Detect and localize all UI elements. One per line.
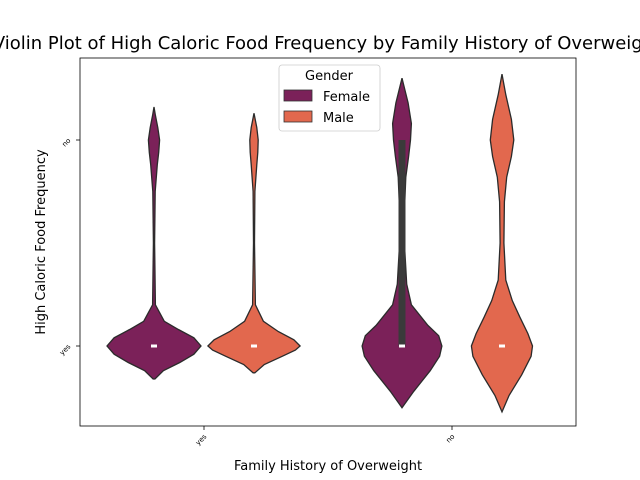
median-marker-male-no — [499, 344, 505, 348]
y-tick-label: no — [61, 137, 73, 149]
y-axis-label: High Caloric Food Frequency — [34, 149, 49, 335]
legend-label-female: Female — [323, 90, 370, 105]
x-axis-label: Family History of Overweight — [234, 459, 422, 474]
legend-swatch-female — [283, 89, 313, 102]
x-tick-label: yes — [194, 433, 208, 447]
plot-area-frame — [79, 57, 577, 427]
violins-layer — [106, 73, 534, 414]
median-marker-male-yes — [251, 344, 257, 348]
x-axis: yes no — [194, 426, 456, 447]
median-marker-female-no — [399, 344, 405, 348]
legend-title: Gender — [305, 69, 354, 84]
violin-female-yes — [106, 106, 202, 380]
x-tick-label: no — [445, 433, 457, 445]
legend-label-male: Male — [323, 111, 354, 126]
chart-title: Violin Plot of High Caloric Food Frequen… — [0, 33, 640, 54]
iqr-box-female-no — [398, 140, 406, 346]
median-marker-female-yes — [151, 344, 157, 348]
violin-male-no — [470, 73, 534, 414]
legend: Gender Female Male — [278, 64, 381, 132]
legend-swatch-male — [283, 110, 313, 123]
y-axis: yes no — [58, 137, 80, 357]
violin-male-yes — [206, 113, 302, 374]
y-tick-label: yes — [58, 343, 72, 357]
